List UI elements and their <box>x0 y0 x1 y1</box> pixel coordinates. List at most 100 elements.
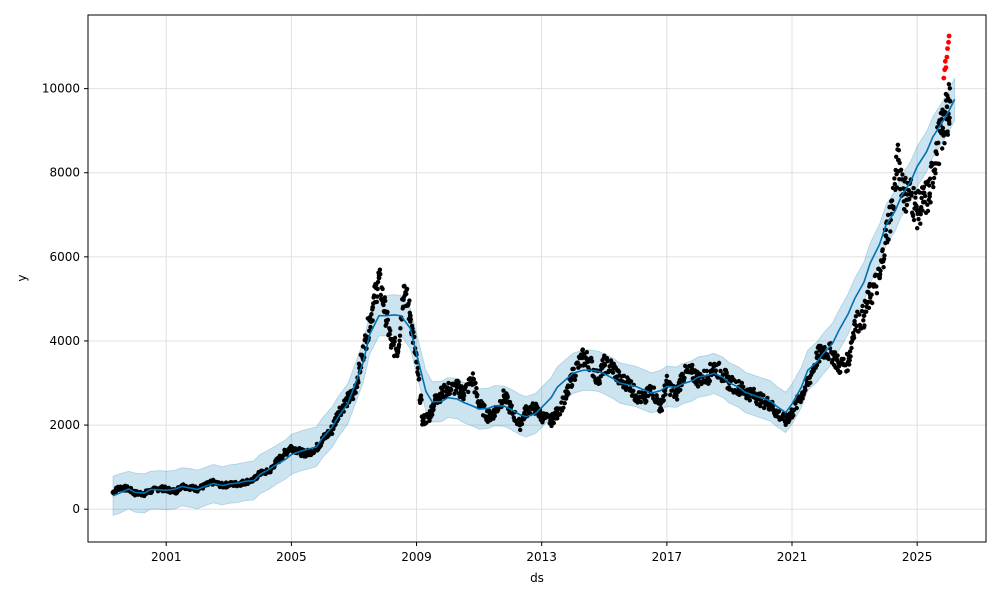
observed-point <box>575 360 580 365</box>
observed-point <box>559 400 564 405</box>
observed-point <box>518 427 523 433</box>
observed-point <box>927 183 932 188</box>
observed-point <box>944 104 950 110</box>
observed-point <box>673 393 679 398</box>
observed-point <box>569 383 575 388</box>
observed-point <box>947 115 952 121</box>
observed-point <box>447 391 452 396</box>
observed-point <box>616 369 622 374</box>
observed-point <box>915 226 920 231</box>
observed-point <box>892 176 897 181</box>
observed-point <box>711 363 717 369</box>
observed-point <box>862 323 867 328</box>
observed-point <box>350 396 356 402</box>
observed-point <box>904 202 910 208</box>
observed-point <box>370 304 376 310</box>
observed-point <box>678 387 683 393</box>
observed-point <box>845 368 850 373</box>
observed-point <box>933 171 938 176</box>
observed-point <box>783 422 788 427</box>
observed-point <box>668 392 673 398</box>
observed-point <box>874 291 880 296</box>
observed-point <box>939 128 945 134</box>
highlighted-point <box>945 46 950 51</box>
observed-point <box>664 380 670 386</box>
observed-point <box>787 417 792 423</box>
observed-point <box>881 256 887 262</box>
observed-point <box>914 204 919 210</box>
observed-point <box>466 389 471 395</box>
observed-point <box>419 397 424 402</box>
observed-point <box>783 418 789 424</box>
x-tick-label: 2017 <box>652 550 683 564</box>
observed-point <box>595 376 601 382</box>
observed-point <box>475 392 480 398</box>
observed-point <box>838 369 843 375</box>
observed-point <box>789 410 795 415</box>
observed-point <box>404 286 410 292</box>
observed-point <box>921 184 927 190</box>
observed-point <box>683 363 688 369</box>
observed-point <box>605 359 610 364</box>
observed-point <box>936 161 942 167</box>
observed-point <box>392 335 398 341</box>
observed-point <box>917 190 922 195</box>
observed-point <box>898 167 904 172</box>
observed-point <box>293 446 298 451</box>
observed-point <box>751 386 756 392</box>
observed-point <box>903 175 908 181</box>
observed-point <box>920 208 925 213</box>
highlighted-points <box>941 33 952 81</box>
observed-point <box>932 167 938 172</box>
observed-point <box>888 229 893 234</box>
observed-point <box>564 393 570 398</box>
observed-point <box>397 333 403 338</box>
observed-point <box>476 401 482 407</box>
observed-point <box>928 200 933 205</box>
observed-point <box>648 384 654 390</box>
observed-point <box>611 365 617 371</box>
observed-point <box>584 350 589 355</box>
observed-point <box>507 399 513 405</box>
observed-point <box>866 305 872 310</box>
observed-point <box>597 381 602 386</box>
observed-point <box>580 355 585 361</box>
observed-point <box>397 338 402 343</box>
observed-point <box>919 205 924 210</box>
observed-point <box>548 418 554 424</box>
y-tick-label: 8000 <box>49 166 80 180</box>
observed-point <box>638 399 644 405</box>
observed-point <box>921 199 926 205</box>
observed-point <box>878 268 883 273</box>
observed-point <box>885 212 891 218</box>
observed-point <box>454 384 460 390</box>
observed-point <box>384 320 389 326</box>
observed-point <box>894 154 899 159</box>
observed-point <box>431 407 436 412</box>
observed-point <box>724 370 729 375</box>
observed-point <box>704 368 710 374</box>
observed-point <box>933 149 939 155</box>
observed-point <box>420 418 426 424</box>
observed-point <box>911 185 916 191</box>
highlighted-point <box>946 39 951 45</box>
observed-point <box>655 396 660 401</box>
observed-point <box>492 410 498 415</box>
observed-point <box>886 237 891 242</box>
observed-point <box>572 377 578 382</box>
observed-point <box>945 132 950 137</box>
observed-point <box>746 394 752 399</box>
observed-point <box>501 393 507 398</box>
observed-point <box>486 414 491 420</box>
observed-point <box>906 196 912 202</box>
observed-point <box>392 339 397 344</box>
observed-point <box>923 193 928 199</box>
observed-point <box>582 362 588 368</box>
observed-point <box>860 303 865 309</box>
observed-point <box>470 371 476 376</box>
observed-point <box>843 363 848 368</box>
observed-point <box>861 318 866 323</box>
observed-point <box>427 418 432 423</box>
observed-point <box>910 213 916 219</box>
observed-point <box>445 386 451 392</box>
